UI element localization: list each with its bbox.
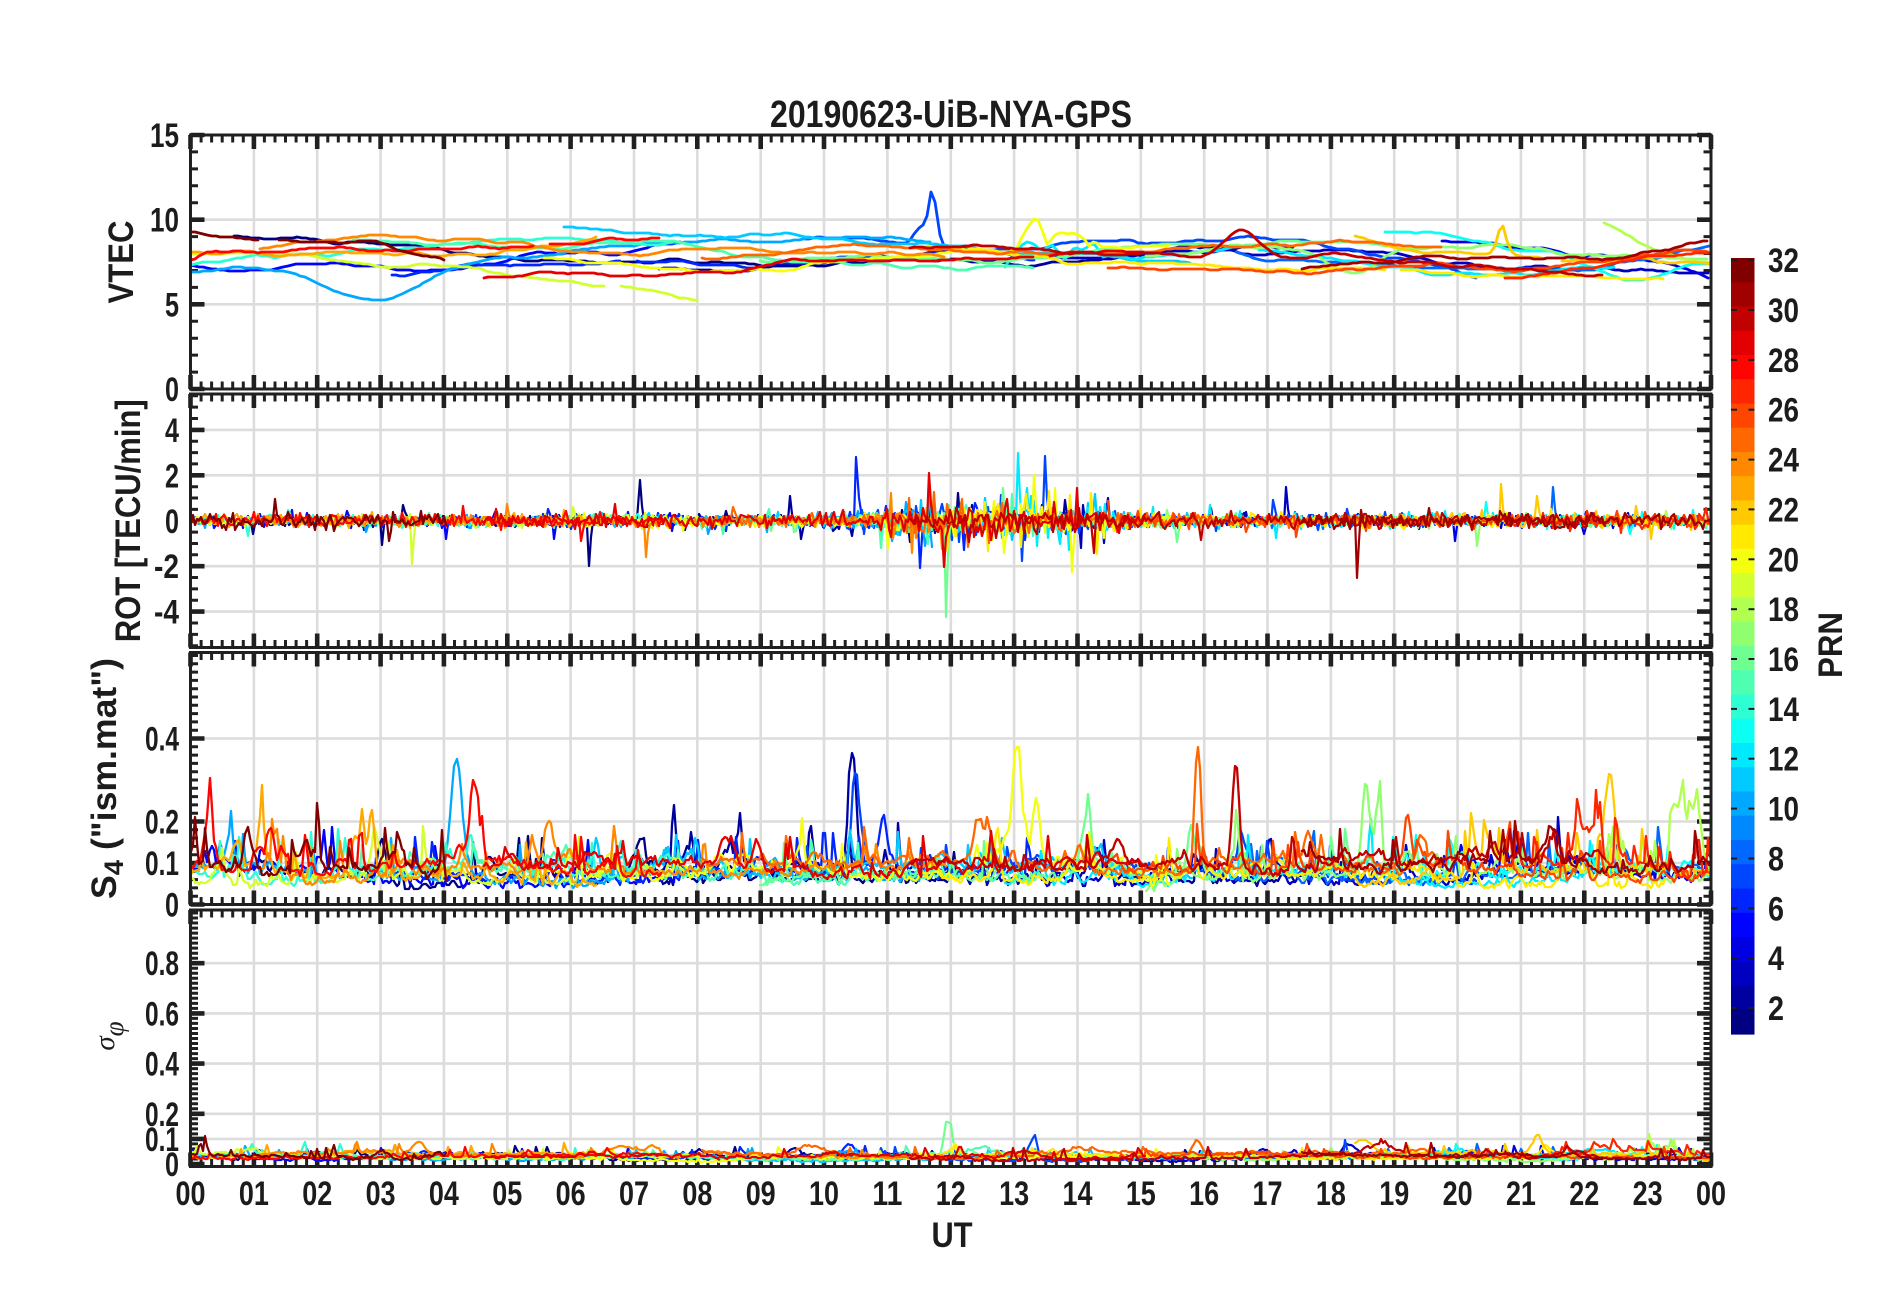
svg-text:-2: -2 bbox=[154, 548, 179, 586]
svg-text:14: 14 bbox=[1062, 1175, 1092, 1213]
svg-text:0: 0 bbox=[165, 1146, 179, 1184]
svg-text:30: 30 bbox=[1768, 292, 1799, 330]
svg-text:14: 14 bbox=[1768, 691, 1799, 729]
svg-text:03: 03 bbox=[366, 1175, 396, 1213]
svg-text:04: 04 bbox=[429, 1175, 459, 1213]
svg-text:06: 06 bbox=[556, 1175, 586, 1213]
svg-text:S4 ("ism.mat"): S4 ("ism.mat") bbox=[85, 658, 129, 899]
svg-text:17: 17 bbox=[1253, 1175, 1283, 1213]
svg-text:0.2: 0.2 bbox=[145, 804, 179, 842]
svg-text:10: 10 bbox=[809, 1175, 839, 1213]
svg-text:10: 10 bbox=[150, 202, 179, 240]
svg-text:10: 10 bbox=[1768, 791, 1799, 829]
svg-text:22: 22 bbox=[1768, 491, 1799, 529]
svg-text:23: 23 bbox=[1633, 1175, 1663, 1213]
svg-text:0.8: 0.8 bbox=[145, 945, 179, 983]
svg-text:21: 21 bbox=[1506, 1175, 1536, 1213]
svg-text:05: 05 bbox=[492, 1175, 522, 1213]
svg-text:0: 0 bbox=[165, 371, 179, 409]
svg-text:4: 4 bbox=[1768, 940, 1784, 978]
svg-text:4: 4 bbox=[165, 412, 179, 450]
svg-text:32: 32 bbox=[1768, 242, 1799, 280]
svg-text:8: 8 bbox=[1768, 840, 1784, 878]
svg-text:0.4: 0.4 bbox=[145, 1046, 179, 1084]
svg-text:15: 15 bbox=[150, 117, 179, 155]
svg-text:22: 22 bbox=[1569, 1175, 1599, 1213]
svg-text:07: 07 bbox=[619, 1175, 649, 1213]
svg-text:VTEC: VTEC bbox=[102, 221, 141, 304]
svg-text:5: 5 bbox=[165, 286, 179, 324]
svg-text:2: 2 bbox=[1768, 990, 1784, 1028]
svg-text:0.1: 0.1 bbox=[145, 1121, 179, 1159]
svg-text:UT: UT bbox=[932, 1216, 973, 1255]
svg-text:20190623-UiB-NYA-GPS: 20190623-UiB-NYA-GPS bbox=[770, 94, 1132, 136]
svg-text:12: 12 bbox=[936, 1175, 966, 1213]
svg-text:12: 12 bbox=[1768, 741, 1799, 779]
svg-text:16: 16 bbox=[1768, 641, 1799, 679]
svg-text:00: 00 bbox=[1696, 1175, 1726, 1213]
svg-text:18: 18 bbox=[1768, 591, 1799, 629]
svg-text:19: 19 bbox=[1379, 1175, 1409, 1213]
svg-text:2: 2 bbox=[165, 457, 179, 495]
svg-text:08: 08 bbox=[682, 1175, 712, 1213]
svg-text:0.4: 0.4 bbox=[145, 721, 179, 759]
svg-text:0: 0 bbox=[165, 887, 179, 925]
svg-text:-4: -4 bbox=[154, 594, 179, 632]
svg-text:0: 0 bbox=[165, 503, 179, 541]
svg-text:0.1: 0.1 bbox=[145, 845, 179, 883]
svg-text:18: 18 bbox=[1316, 1175, 1346, 1213]
svg-text:20: 20 bbox=[1768, 541, 1799, 579]
svg-text:26: 26 bbox=[1768, 392, 1799, 430]
svg-text:00: 00 bbox=[176, 1175, 206, 1213]
svg-text:20: 20 bbox=[1443, 1175, 1473, 1213]
svg-text:ROT [TECU/min]: ROT [TECU/min] bbox=[109, 399, 148, 642]
svg-text:15: 15 bbox=[1126, 1175, 1156, 1213]
svg-text:24: 24 bbox=[1768, 442, 1799, 480]
svg-text:11: 11 bbox=[872, 1175, 902, 1213]
svg-text:0.6: 0.6 bbox=[145, 995, 179, 1033]
svg-text:6: 6 bbox=[1768, 890, 1784, 928]
svg-text:PRN: PRN bbox=[1812, 612, 1850, 678]
svg-text:13: 13 bbox=[999, 1175, 1029, 1213]
svg-text:02: 02 bbox=[302, 1175, 332, 1213]
svg-text:0.2: 0.2 bbox=[145, 1096, 179, 1134]
svg-text:28: 28 bbox=[1768, 342, 1799, 380]
svg-text:09: 09 bbox=[746, 1175, 776, 1213]
svg-text:01: 01 bbox=[239, 1175, 269, 1213]
svg-text:16: 16 bbox=[1189, 1175, 1219, 1213]
